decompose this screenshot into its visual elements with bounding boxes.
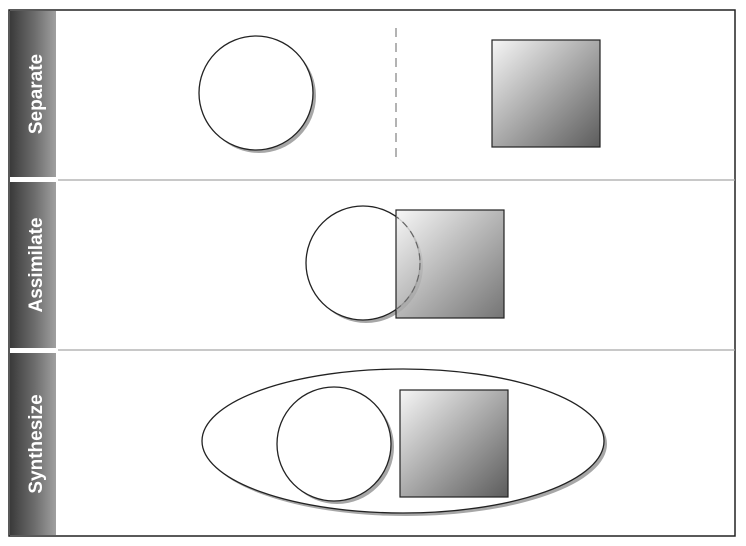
row-label-separate: Separate <box>10 11 56 177</box>
separate-square <box>491 39 601 148</box>
row-label-text: Assimilate <box>26 217 47 312</box>
separate-circle <box>198 35 316 153</box>
row-label-text: Synthesize <box>26 394 47 493</box>
row-label-assimilate: Assimilate <box>10 182 56 348</box>
row-label-text: Separate <box>26 54 47 134</box>
hidden-circle-outline <box>396 215 421 311</box>
assimilate-circle <box>305 205 423 323</box>
row-label-synthesize: Synthesize <box>10 353 56 535</box>
assimilate-square <box>395 209 505 319</box>
synthesize-square <box>399 389 509 498</box>
synthesize-circle <box>276 386 394 504</box>
